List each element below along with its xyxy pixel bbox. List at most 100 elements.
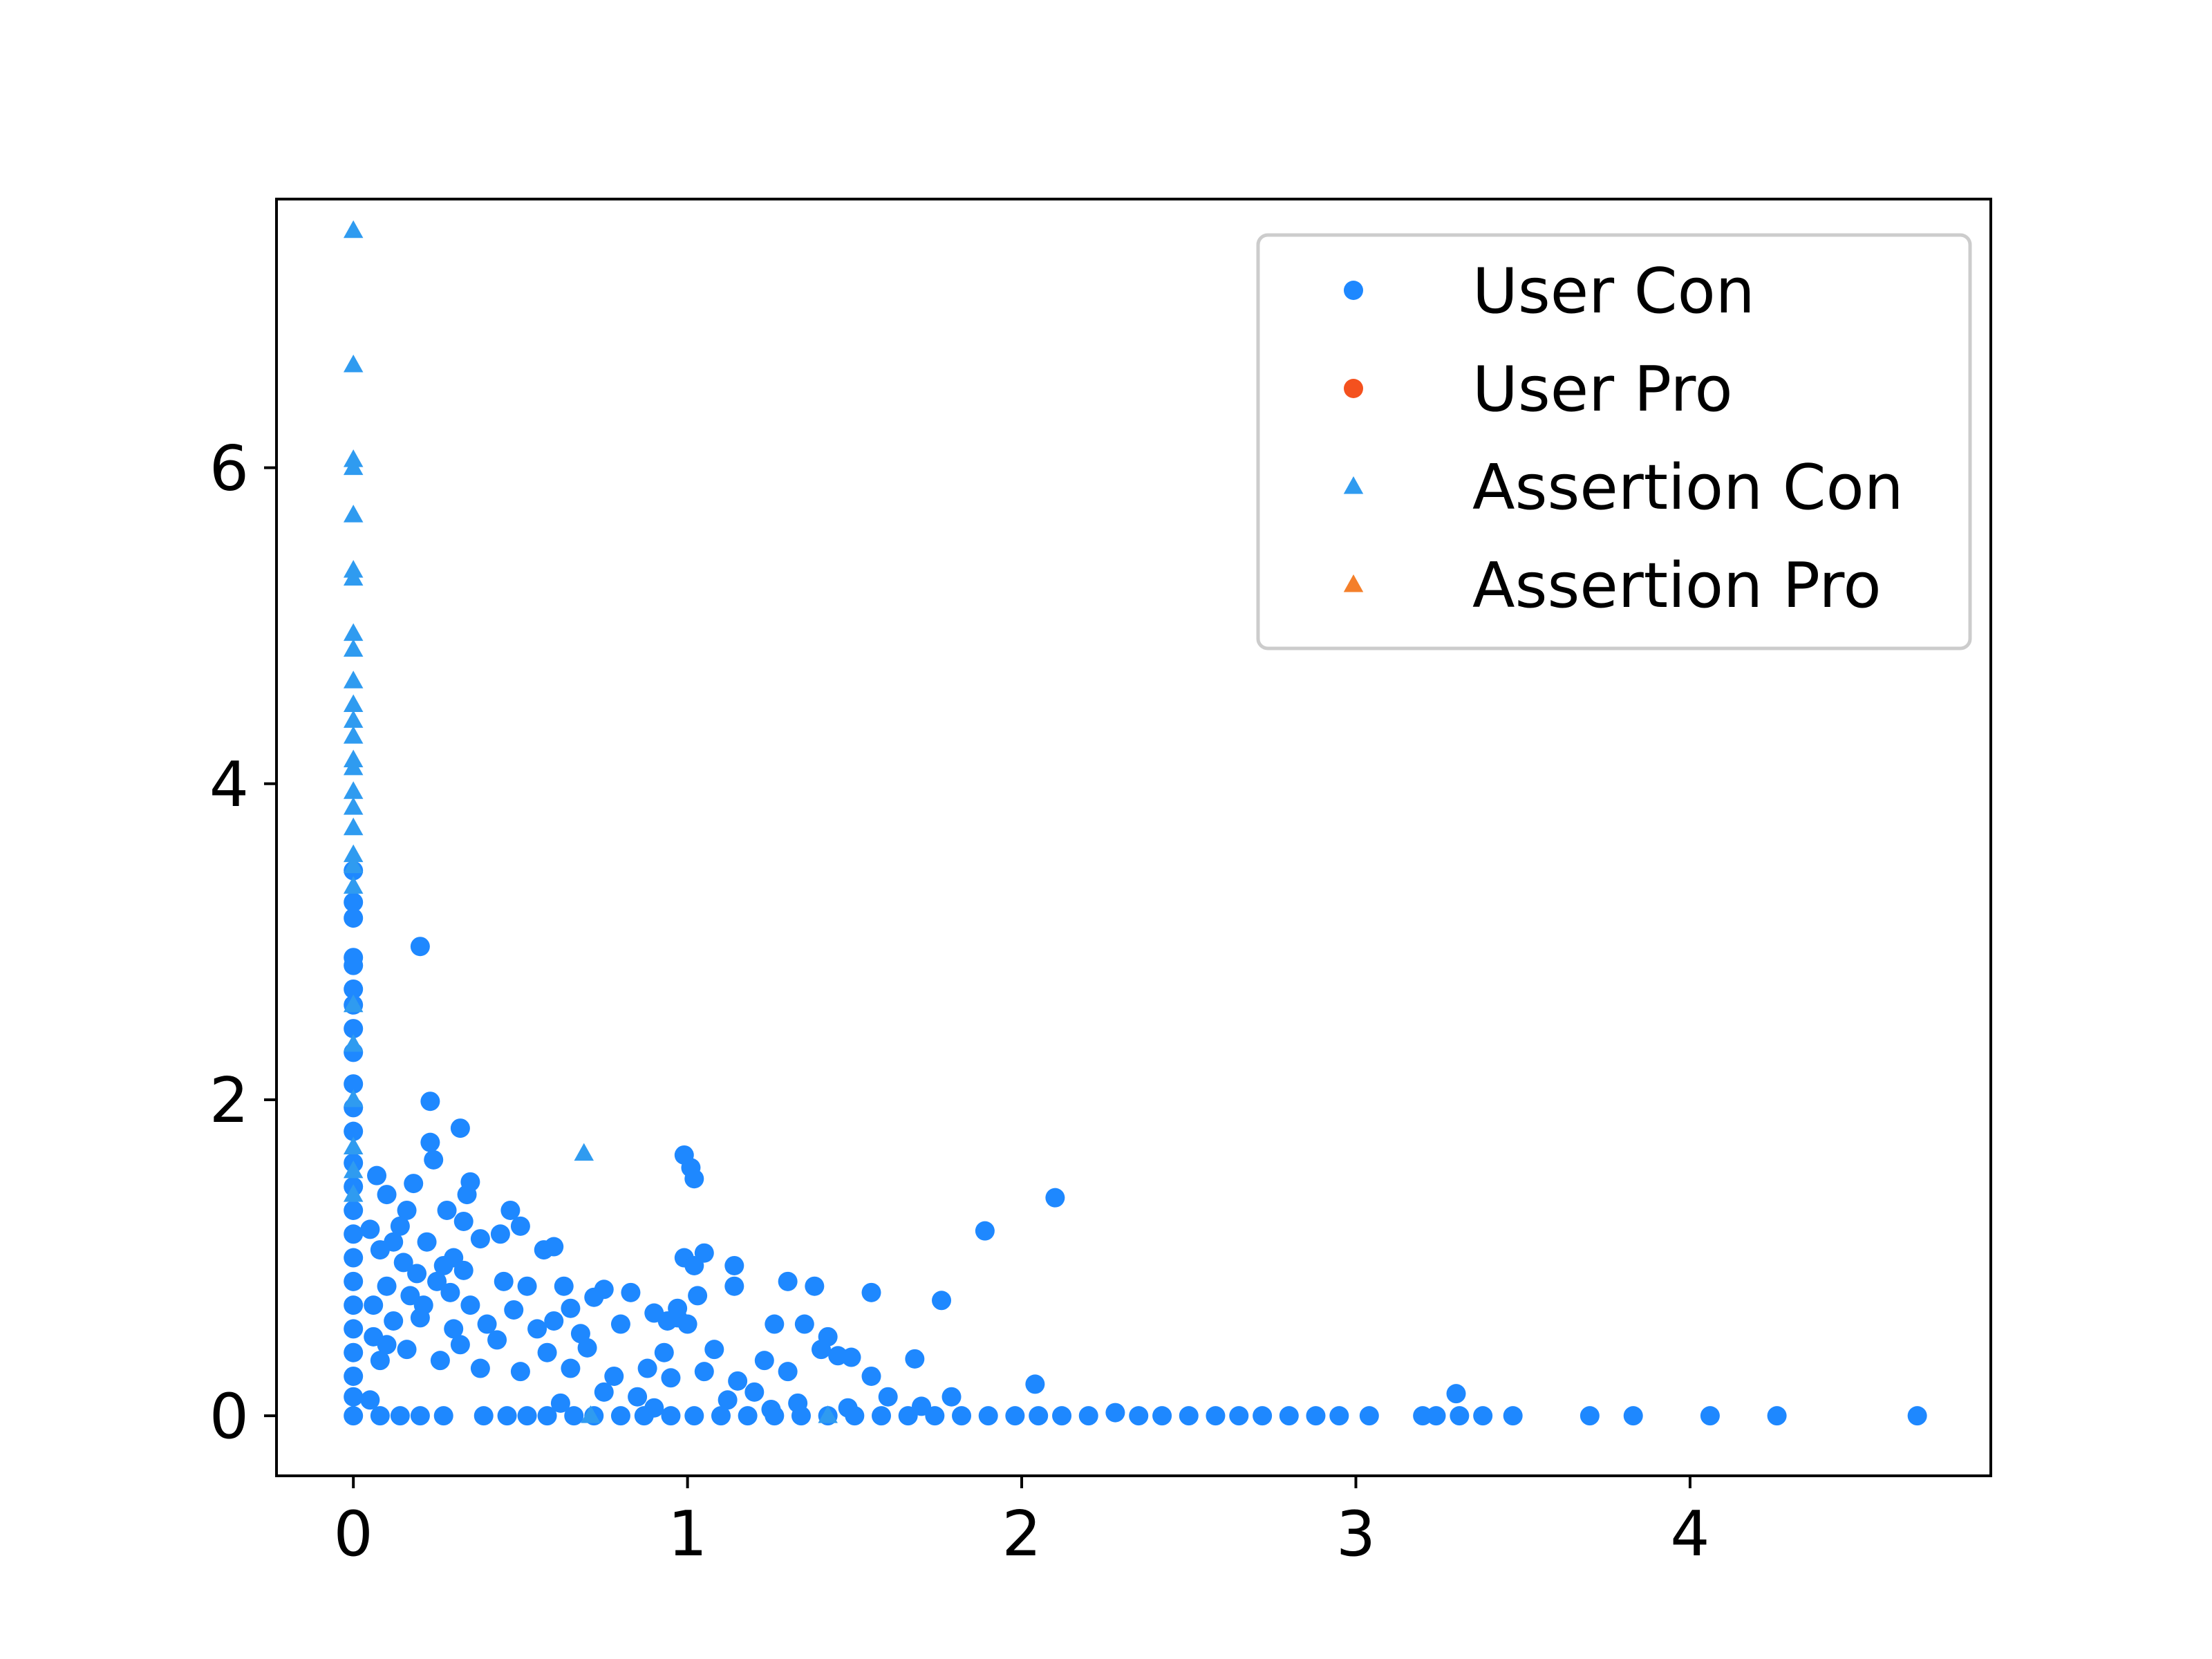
- user-con-point: [420, 1091, 440, 1112]
- user-con-point: [661, 1406, 681, 1426]
- user-con-point: [344, 1319, 364, 1339]
- user-con-point: [1623, 1406, 1643, 1426]
- user-con-point: [554, 1276, 574, 1296]
- user-con-point: [470, 1229, 490, 1249]
- user-con-point: [377, 1335, 397, 1355]
- x-tick-label: 2: [1002, 1498, 1041, 1571]
- user-con-legend-label: User Con: [1472, 255, 1755, 328]
- user-con-point: [1253, 1406, 1273, 1426]
- user-con-point: [564, 1406, 584, 1426]
- user-con-point: [344, 1121, 364, 1141]
- user-con-point: [704, 1340, 724, 1360]
- user-con-point: [487, 1330, 507, 1350]
- assertion-con-point: [343, 639, 364, 657]
- assertion-con-point: [343, 1184, 364, 1202]
- user-con-point: [453, 1260, 474, 1280]
- user-con-point: [433, 1406, 453, 1426]
- user-con-point: [724, 1276, 744, 1296]
- assertion-con-point: [343, 994, 364, 1013]
- user-con-point: [404, 1174, 424, 1194]
- user-con-point: [1025, 1374, 1045, 1394]
- user-con-point: [845, 1406, 865, 1426]
- x-axis: 0 1 2 3 4: [334, 1476, 1710, 1571]
- user-con-point: [711, 1406, 731, 1426]
- user-con-point: [925, 1406, 945, 1426]
- user-con-point: [360, 1390, 380, 1410]
- assertion-pro-legend-label: Assertion Pro: [1472, 550, 1882, 622]
- user-con-point: [688, 1286, 708, 1306]
- user-con-point: [778, 1362, 798, 1382]
- user-con-point: [344, 1406, 364, 1426]
- user-con-point: [397, 1200, 417, 1220]
- user-con-point: [1005, 1406, 1025, 1426]
- y-tick-label: 6: [209, 433, 249, 505]
- assertion-con-point: [818, 1405, 838, 1423]
- user-con-point: [1700, 1406, 1720, 1426]
- assertion-con-point: [343, 726, 364, 744]
- x-tick-label: 1: [668, 1498, 707, 1571]
- assertion-pro-legend-marker: [1343, 574, 1364, 592]
- user-con-point: [1907, 1406, 1927, 1426]
- y-tick-label: 4: [209, 749, 249, 821]
- assertion-con-point: [343, 220, 364, 238]
- user-con-point: [477, 1314, 497, 1334]
- user-con-point: [364, 1295, 384, 1315]
- assertion-con-point: [343, 623, 364, 641]
- assertion-con-legend-label: Assertion Con: [1472, 451, 1904, 524]
- user-con-point: [754, 1351, 774, 1371]
- user-con-point: [1129, 1406, 1149, 1426]
- user-con-point: [497, 1406, 517, 1426]
- user-con-point: [344, 1271, 364, 1291]
- user-con-point: [344, 1074, 364, 1094]
- user-con-point: [474, 1406, 494, 1426]
- user-con-point: [360, 1219, 380, 1239]
- user-con-point: [390, 1216, 410, 1236]
- user-con-point: [344, 1366, 364, 1386]
- user-con-point: [1306, 1406, 1326, 1426]
- user-con-point: [1029, 1406, 1049, 1426]
- user-con-point: [684, 1255, 704, 1275]
- user-con-point: [1359, 1406, 1379, 1426]
- assertion-con-point: [581, 1405, 601, 1423]
- user-con-point: [765, 1406, 785, 1426]
- user-con-point: [728, 1371, 748, 1391]
- assertion-con-point: [343, 1160, 364, 1179]
- user-con-point: [1229, 1406, 1249, 1426]
- user-con-point: [1279, 1406, 1299, 1426]
- user-con-point: [861, 1282, 881, 1302]
- user-con-point: [1078, 1406, 1098, 1426]
- user-con-point: [537, 1406, 557, 1426]
- user-con-point: [898, 1406, 918, 1426]
- assertion-con-point: [343, 355, 364, 373]
- y-tick-label: 2: [209, 1065, 249, 1137]
- user-con-point: [453, 1211, 474, 1231]
- user-con-point: [370, 1351, 390, 1371]
- user-con-point: [577, 1338, 597, 1358]
- user-con-point: [872, 1406, 892, 1426]
- user-con-point: [450, 1118, 470, 1138]
- user-con-point: [410, 1308, 430, 1328]
- user-con-point: [457, 1185, 477, 1205]
- user-con-point: [344, 979, 364, 999]
- user-con-point: [510, 1362, 530, 1382]
- user-con-point: [427, 1271, 447, 1291]
- assertion-con-point: [343, 876, 364, 894]
- user-con-point: [550, 1393, 570, 1413]
- user-con-point: [500, 1200, 521, 1220]
- user-con-point: [941, 1387, 962, 1407]
- user-con-point: [430, 1351, 450, 1371]
- user-pro-legend-label: User Pro: [1472, 353, 1733, 426]
- user-con-point: [344, 1387, 364, 1407]
- user-con-point: [811, 1340, 831, 1360]
- user-con-point: [604, 1366, 624, 1386]
- user-con-point: [344, 908, 364, 928]
- user-con-point: [952, 1406, 972, 1426]
- user-con-point: [400, 1286, 420, 1306]
- assertion-con-point: [343, 457, 364, 476]
- user-con-point: [397, 1340, 417, 1360]
- user-con-point: [470, 1358, 490, 1378]
- assertion-con-point: [343, 855, 364, 874]
- user-con-point: [344, 1248, 364, 1268]
- x-tick-label: 3: [1336, 1498, 1376, 1571]
- user-con-point: [544, 1311, 564, 1331]
